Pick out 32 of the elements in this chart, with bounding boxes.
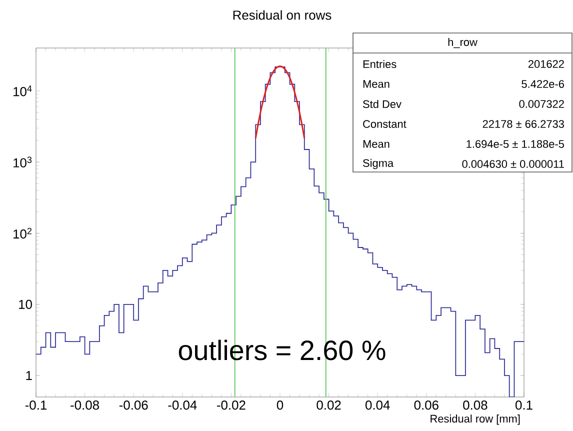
x-tick-label: 0.1	[516, 400, 532, 410]
annotation: Mean	[363, 80, 390, 88]
x-tick-label: 0.06	[414, 400, 438, 410]
text: 201622	[528, 60, 564, 68]
x-tick-label: -0.02	[217, 400, 246, 410]
x-tick-label: 0.08	[463, 400, 488, 410]
annotation: 0.007322	[519, 100, 564, 108]
annotation: Sigma	[363, 158, 394, 170]
x-axis-title: Residual row [mm]	[430, 414, 520, 425]
x-tick-label: 0	[276, 400, 284, 410]
annotation: Entries	[363, 60, 396, 68]
line-series	[254, 65, 306, 140]
annotation: 5.422e-6	[522, 80, 564, 88]
x-tick-label: -0.04	[168, 400, 197, 410]
annotation: Constant	[363, 120, 406, 128]
y-tick-label: 10$^{4}$	[14, 86, 32, 96]
y-tick-label: 1	[26, 371, 32, 380]
x-tick-label: -0.08	[70, 400, 99, 410]
x-tick-label: -0.1	[25, 400, 47, 410]
x-tick-label: 0.04	[366, 400, 390, 410]
y-tick-label: 10	[19, 300, 32, 309]
x-tick-label: -0.06	[119, 400, 148, 410]
annotation: 0.004630 ± 0.000011	[462, 160, 564, 168]
y-tick-label: 10$^{2}$	[14, 228, 32, 239]
annotation: Mean	[363, 140, 390, 148]
chart-title: Residual on rows	[233, 10, 332, 20]
x-tick-label: 0.02	[316, 400, 341, 410]
annotation: h_row	[448, 38, 478, 48]
y-tick-label: 10$^{3}$	[14, 156, 32, 168]
annotation: Std Dev	[363, 100, 402, 108]
annotation: 22178 ± 66.2733	[482, 120, 564, 128]
annotation: 1.694e-5 ± 1.188e-5	[466, 140, 564, 148]
